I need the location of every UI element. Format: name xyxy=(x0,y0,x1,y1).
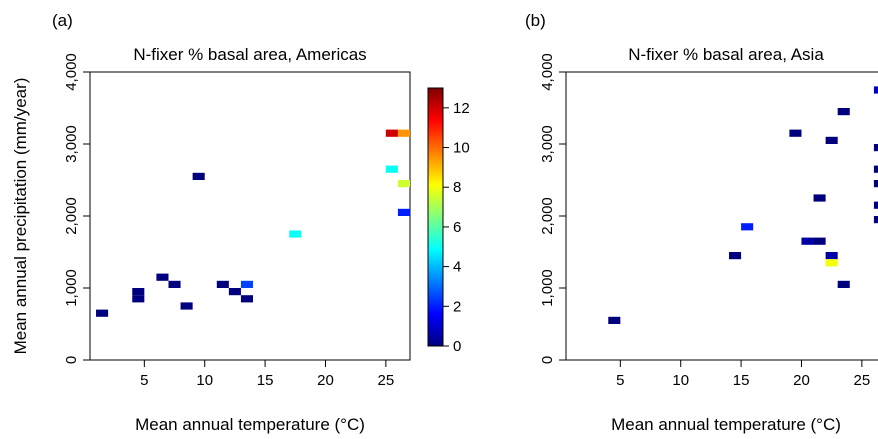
panel-b-heatmap-cell xyxy=(801,237,814,245)
panel-b-xtick-label: 5 xyxy=(616,372,624,389)
panel-a-plot-frame xyxy=(89,71,411,361)
panel-b-heatmap-cell xyxy=(873,180,878,188)
colorbar-gradient xyxy=(427,87,444,347)
panel-b-ytick-label: 0 xyxy=(539,356,556,364)
panel-b-title: N-fixer % basal area, Asia xyxy=(628,45,824,64)
panel-b-heatmap-cell xyxy=(741,223,754,231)
panel-a-ytick-label: 4,000 xyxy=(63,53,80,91)
panel-a-axes: 5 10 15 20 25 0 1,000 2,000 3,000 4,000 xyxy=(63,53,394,389)
panel-b-heatmap-cell xyxy=(789,129,802,137)
panel-b-label: (b) xyxy=(525,11,546,30)
panel-a-label: (a) xyxy=(52,11,73,30)
panel-b-xtick-label: 10 xyxy=(672,372,689,389)
panel-b-heatmap-cell xyxy=(873,216,878,224)
panel-a-heatmap-cell xyxy=(192,172,205,180)
panel-a-ytick-label: 0 xyxy=(63,356,80,364)
panel-americas: (a) N-fixer % basal area, Americas 5 10 15… xyxy=(11,11,411,434)
colorbar: 0 2 4 6 8 10 12 xyxy=(427,87,470,355)
panel-a-heatmap-cell xyxy=(180,302,193,310)
panel-b-heatmap-cell xyxy=(873,201,878,209)
panel-b-heatmap-cell xyxy=(825,252,838,260)
panel-a-heatmap-cell xyxy=(240,295,254,303)
colorbar-tick-label: 8 xyxy=(453,179,461,196)
panel-b-heatmap-cell xyxy=(873,165,878,173)
panel-b-heatmap-cell xyxy=(813,237,826,245)
panel-a-xtick-label: 10 xyxy=(196,372,213,389)
panel-b-xtick-label: 20 xyxy=(793,372,810,389)
panel-a-heatmap-cell xyxy=(397,208,410,216)
panel-b-heatmap-cell xyxy=(729,252,742,260)
colorbar-tick-label: 4 xyxy=(453,259,461,276)
colorbar-tick-label: 12 xyxy=(453,100,470,117)
panel-b-ytick-label: 3,000 xyxy=(539,125,556,163)
panel-a-xtick-label: 5 xyxy=(140,372,148,389)
panel-a-heatmap-cell xyxy=(385,165,398,173)
panel-a-heatmap-cell xyxy=(397,129,410,137)
panel-b-xtick-label: 25 xyxy=(854,372,871,389)
panel-a-heatmap-cell xyxy=(216,280,229,288)
panel-a-heatmap-cell xyxy=(228,288,241,296)
panel-a-xlabel: Mean annual temperature (°C) xyxy=(135,415,365,434)
panel-a-heatmap-cell xyxy=(156,273,169,281)
panel-a-xtick-label: 20 xyxy=(317,372,334,389)
colorbar-ticks: 0 2 4 6 8 10 12 xyxy=(443,100,470,355)
panel-a-cells xyxy=(96,129,410,317)
panel-b-heatmap-cell xyxy=(825,259,838,267)
panel-b-heatmap-cell xyxy=(837,280,850,288)
panel-b-xlabel: Mean annual temperature (°C) xyxy=(611,415,841,434)
panel-a-xtick-label: 15 xyxy=(257,372,274,389)
panel-b-cells xyxy=(608,86,878,324)
colorbar-tick-label: 6 xyxy=(453,219,461,236)
panel-b-heatmap-cell xyxy=(608,316,621,324)
panel-b-heatmap-cell xyxy=(813,194,826,202)
panel-b-xtick-label: 15 xyxy=(733,372,750,389)
panel-a-heatmap-cell xyxy=(385,129,398,137)
panel-a-ytick-label: 1,000 xyxy=(63,269,80,307)
panel-b-heatmap-cell xyxy=(873,86,878,94)
panel-asia: (b) N-fixer % basal area, Asia 5 10 15 20 25… xyxy=(525,11,878,434)
panel-a-ytick-label: 3,000 xyxy=(63,125,80,163)
panel-a-ytick-label: 2,000 xyxy=(63,197,80,235)
colorbar-tick-label: 2 xyxy=(453,298,461,315)
panel-a-heatmap-cell xyxy=(168,280,181,288)
panel-b-ytick-label: 2,000 xyxy=(539,197,556,235)
panel-b-heatmap-cell xyxy=(837,108,850,116)
panel-a-ylabel: Mean annual precipitation (mm/year) xyxy=(11,78,30,355)
panel-a-heatmap-cell xyxy=(132,295,145,303)
panel-a-title: N-fixer % basal area, Americas xyxy=(133,45,366,64)
colorbar-tick-label: 10 xyxy=(453,140,470,157)
panel-b-heatmap-cell xyxy=(825,136,838,144)
panel-a-heatmap-cell xyxy=(132,288,145,296)
panel-b-axes: 5 10 15 20 25 0 1,000 2,000 3,000 4,000 xyxy=(539,53,870,389)
panel-a-heatmap-cell xyxy=(397,180,410,188)
panel-a-xtick-label: 25 xyxy=(378,372,395,389)
panel-a-heatmap-cell xyxy=(96,309,109,317)
colorbar-tick-label: 0 xyxy=(453,338,461,355)
panel-a-heatmap-cell xyxy=(240,280,254,288)
panel-a-heatmap-cell xyxy=(289,230,302,238)
panel-b-heatmap-cell xyxy=(873,144,878,152)
panel-b-ytick-label: 4,000 xyxy=(539,53,556,91)
panel-b-ytick-label: 1,000 xyxy=(539,269,556,307)
